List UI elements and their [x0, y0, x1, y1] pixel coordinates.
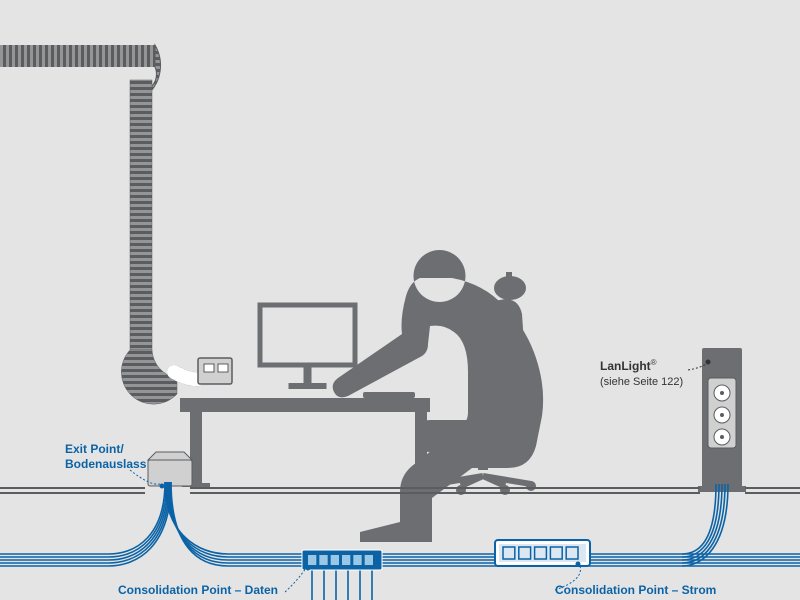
desk-top — [180, 398, 430, 412]
underfloor-cable — [170, 482, 800, 563]
chair-back — [476, 299, 528, 420]
leader-cp-data — [285, 568, 306, 592]
cp-strom-label: Consolidation Point – Strom — [555, 583, 716, 597]
exit-point-label: Exit Point/Bodenauslass — [65, 442, 146, 472]
ceiling-conduit — [0, 45, 155, 67]
keyboard — [363, 392, 415, 398]
exit-point-label-l2: Bodenauslass — [65, 457, 146, 471]
lanlight-sub: (siehe Seite 122) — [600, 376, 683, 388]
cp-strom-label-wrap: Consolidation Point – Strom — [555, 583, 716, 598]
vertical-conduit — [130, 80, 152, 350]
exit-point-label-l1: Exit Point/ — [65, 442, 124, 456]
cp-data-label-wrap: Consolidation Point – Daten — [118, 583, 278, 598]
cp-data-label: Consolidation Point – Daten — [118, 583, 278, 597]
monitor — [260, 305, 355, 365]
lanlight-reg: ® — [651, 358, 657, 367]
lanlight-title: LanLight — [600, 359, 651, 373]
conduit-bend-desk — [121, 350, 177, 404]
lanlight-label: LanLight® (siehe Seite 122) — [600, 358, 683, 390]
chair-seat — [418, 420, 528, 452]
